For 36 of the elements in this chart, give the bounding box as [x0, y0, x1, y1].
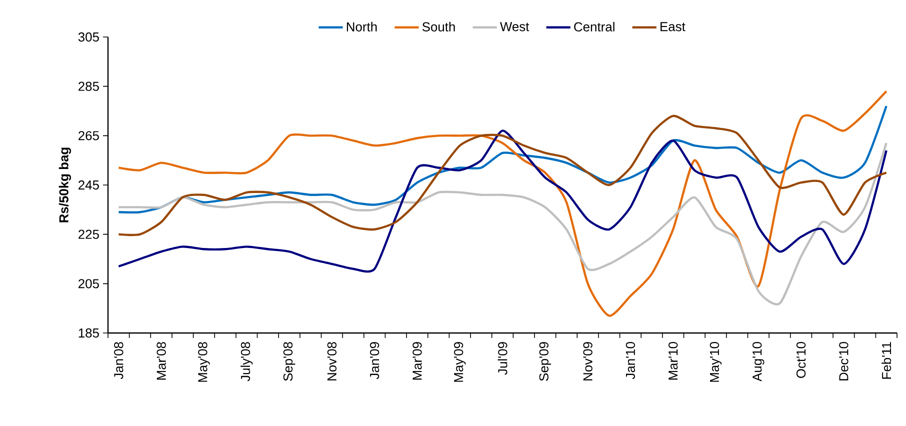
x-tick-label: Sep'08 [283, 342, 296, 381]
x-tick-label: Mar'09 [412, 342, 422, 380]
y-tick-label: 245 [78, 180, 99, 190]
line-series [118, 142, 888, 306]
x-tick-label: Sep'09 [539, 342, 552, 381]
x-tick-label: Mar'10 [668, 342, 678, 380]
y-axis-title: Rs/50kg bag [58, 148, 72, 222]
x-tick-label: May'08 [198, 342, 210, 382]
x-tick-label: Oct'10 [796, 342, 806, 378]
x-tick-label: Feb'11 [882, 342, 892, 379]
line-series [118, 104, 888, 214]
y-tick-label: 225 [78, 230, 99, 239]
y-tick-label: 185 [78, 328, 99, 338]
x-tick-label: Mar'08 [156, 342, 166, 380]
x-tick-label: May'10 [710, 342, 722, 382]
y-tick-label: 285 [78, 82, 99, 91]
legend-label: South [422, 22, 455, 32]
x-tick-label: Nov'08 [327, 342, 336, 380]
x-tick-label: May'09 [454, 342, 466, 382]
x-tick-label: Jan'10 [626, 342, 636, 380]
x-tick-label: Jul'09 [498, 342, 508, 375]
x-tick-label: Nov'09 [583, 342, 592, 380]
y-tick-label: 205 [78, 279, 99, 288]
legend-label: East [660, 22, 686, 32]
x-tick-label: Aug'10 [752, 342, 764, 382]
x-tick-label: Jan'08 [114, 342, 124, 380]
legend-label: West [500, 22, 530, 32]
x-tick-label: July'08 [240, 342, 253, 382]
y-tick-label: 265 [78, 131, 99, 140]
legend-label: Central [574, 22, 614, 32]
x-tick-label: Jan'09 [370, 342, 380, 380]
line-series [118, 114, 888, 236]
x-tick-label: Dec'10 [839, 342, 848, 380]
legend-label: North [346, 22, 377, 32]
y-tick-label: 305 [78, 32, 99, 42]
line-series [118, 90, 888, 317]
